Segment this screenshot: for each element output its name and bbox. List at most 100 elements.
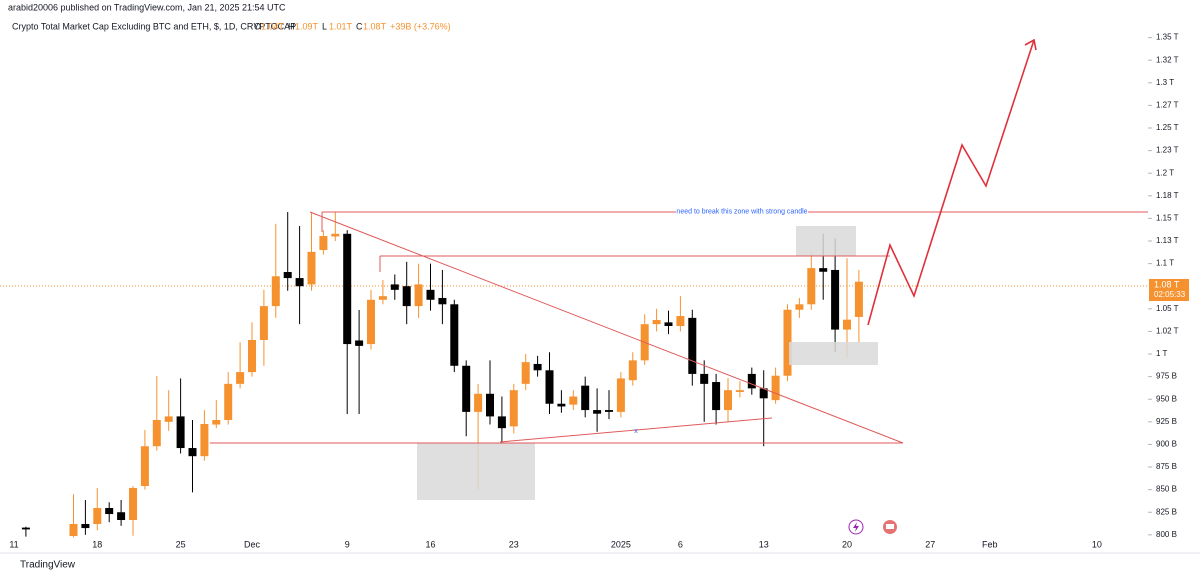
candle-body [712, 382, 721, 411]
x-tick-label: Dec [244, 539, 261, 549]
y-tick-label: 1.15 T [1156, 214, 1179, 223]
x-tick-label: 25 [176, 539, 186, 549]
x-tick-label: 9 [345, 539, 350, 549]
price-label: 1.08 T [1154, 279, 1180, 289]
candle-body [819, 268, 828, 272]
candle-body [581, 385, 590, 411]
zone-box [796, 226, 856, 256]
candle-body [319, 236, 328, 251]
candle-body [795, 304, 804, 310]
y-tick-label: 1.35 T [1156, 33, 1179, 42]
x-tick-label: 6 [678, 539, 683, 549]
y-tick-label: 975 B [1156, 372, 1177, 381]
candle-body [557, 403, 566, 407]
candle-body [414, 284, 423, 307]
footer: TradingView [20, 560, 76, 571]
y-tick-label: 850 B [1156, 485, 1177, 494]
candle-body [140, 446, 149, 487]
candle-body [831, 269, 840, 330]
y-tick-label: 1.2 T [1156, 168, 1174, 177]
candle-body [331, 233, 340, 237]
axes: 800 B 825 B 850 B 875 B 900 B 925 B 950 B 975 B… [9, 33, 1178, 550]
candle-body [783, 309, 792, 376]
y-tick-label: 1 T [1156, 349, 1168, 358]
candle-body [152, 420, 161, 447]
candles [21, 212, 863, 538]
candle-body [843, 319, 851, 330]
candle-body [533, 363, 542, 371]
zone-box [789, 342, 878, 365]
candle-body [307, 251, 316, 285]
candle-body [545, 370, 554, 404]
y-tick-label: 1.32 T [1156, 55, 1179, 64]
candle-body [367, 299, 375, 345]
candle-body [486, 393, 494, 417]
candle-body [378, 296, 387, 300]
price-label-bg [1149, 279, 1189, 301]
candle-body [497, 416, 506, 429]
legend-value: 1.04T [261, 21, 285, 31]
zone-box [417, 443, 535, 500]
x-tick-label: 23 [509, 539, 519, 549]
candle-body [176, 416, 185, 449]
candle-body [259, 306, 268, 341]
candle-body [605, 410, 613, 412]
candle-body [117, 512, 126, 521]
candle-body [628, 360, 637, 381]
candle-body [688, 317, 697, 374]
candle-body [21, 527, 30, 530]
legend-value: 1.09T [295, 21, 319, 31]
legend-key: H [288, 21, 295, 31]
legend-key: L [322, 21, 327, 31]
x-tick-label: 20 [842, 539, 852, 549]
candle-body [474, 393, 483, 412]
candle-body [724, 390, 732, 411]
y-tick-label: 1.18 T [1156, 191, 1179, 200]
candle-body [593, 410, 602, 414]
y-tick-label: 950 B [1156, 394, 1177, 403]
candle-body [759, 388, 768, 399]
candle-body [854, 281, 863, 317]
candle-body [664, 322, 673, 326]
x-tick-label: 2025 [611, 539, 631, 549]
candle-body [200, 423, 209, 457]
publisher: arabid20006 published on TradingView.com… [8, 2, 286, 12]
candle-body [212, 420, 221, 425]
candle-body [450, 304, 459, 366]
y-tick-label: 925 B [1156, 417, 1177, 426]
annotation-bg [676, 206, 808, 217]
legend-value: +39B (+3.76%) [390, 21, 451, 31]
y-tick-label: 1.1 T [1156, 259, 1174, 268]
candle-body [224, 383, 233, 421]
candle-body [93, 507, 102, 524]
legend-key: C [356, 21, 363, 31]
candle-body [129, 488, 137, 521]
candle-body [807, 268, 816, 305]
candle-body [509, 390, 518, 427]
legend-key: O [254, 21, 261, 31]
y-tick-label: 875 B [1156, 462, 1177, 471]
candle-body [188, 448, 197, 457]
candle-body [236, 372, 245, 384]
trend-line [309, 211, 904, 444]
candle-body [402, 286, 411, 307]
y-tick-label: 800 B [1156, 530, 1177, 539]
y-tick-label: 1.13 T [1156, 236, 1179, 245]
x-tick-label: 27 [925, 539, 935, 549]
candle-body [438, 297, 447, 305]
candle-body [652, 320, 661, 325]
event-icon [853, 522, 859, 532]
candle-body [616, 378, 625, 412]
y-tick-label: 1.02 T [1156, 327, 1179, 336]
candle-body [248, 340, 256, 373]
candle-body [426, 289, 435, 300]
candle-body [390, 284, 399, 290]
countdown: 02:05:33 [1154, 290, 1186, 299]
candle-body [355, 340, 364, 346]
y-tick-label: 825 B [1156, 507, 1177, 516]
y-tick-label: 1.3 T [1156, 78, 1174, 87]
candle-body [676, 316, 685, 326]
candle-body [81, 523, 90, 529]
candle-body [105, 507, 114, 515]
